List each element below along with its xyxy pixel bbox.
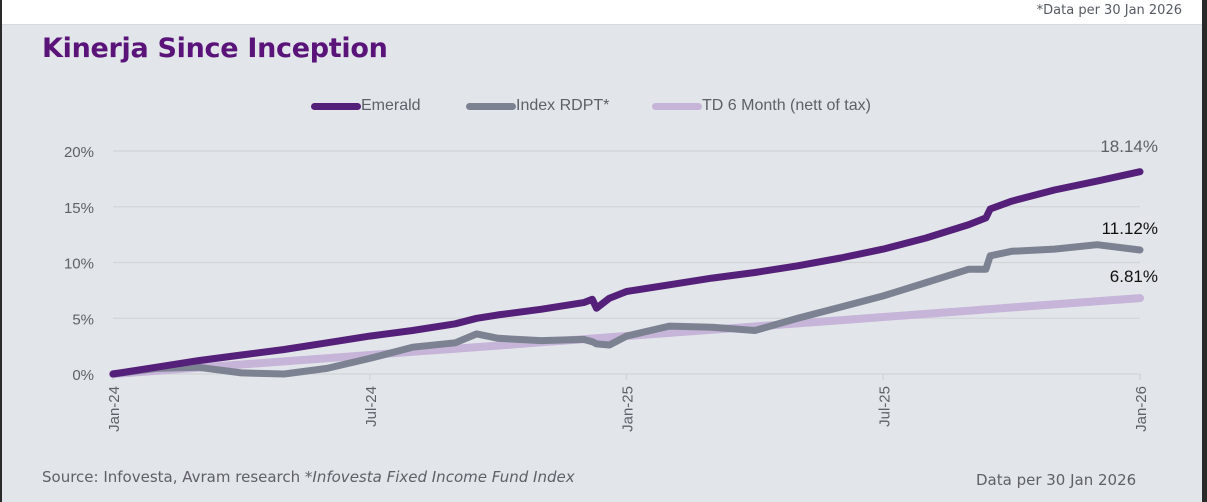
source-note: Source: Infovesta, Avram research *Infov… xyxy=(42,468,575,486)
chart-legend: Emerald Index RDPT* TD 6 Month (nett of … xyxy=(0,97,1207,119)
y-tick-label: 5% xyxy=(72,311,94,328)
source-index-note: *Infovesta Fixed Income Fund Index xyxy=(304,468,575,486)
end-value-label: 18.14% xyxy=(1100,137,1158,156)
legend-item-td: TD 6 Month (nett of tax) xyxy=(652,97,871,115)
y-axis-ticks: 0% 5% 10% 15% 20% xyxy=(64,144,94,384)
legend-swatch-emerald xyxy=(311,102,361,110)
window-edge-left xyxy=(0,0,2,502)
x-tick-label: Jul-25 xyxy=(876,386,893,427)
legend-label-td: TD 6 Month (nett of tax) xyxy=(702,97,871,114)
legend-item-index: Index RDPT* xyxy=(466,97,609,115)
y-tick-label: 15% xyxy=(64,200,94,217)
series-lines xyxy=(109,168,1144,378)
end-value-label: 6.81% xyxy=(1110,267,1158,286)
end-labels: 18.14% 11.12% 6.81% xyxy=(1100,137,1158,286)
legend-label-index: Index RDPT* xyxy=(516,97,610,114)
source-text: Source: Infovesta, Avram research xyxy=(42,468,305,486)
x-tick-label: Jan-24 xyxy=(106,386,123,432)
chart-title: Kinerja Since Inception xyxy=(42,33,388,64)
data-per-note: Data per 30 Jan 2026 xyxy=(976,471,1137,489)
y-tick-label: 20% xyxy=(64,144,94,161)
legend-swatch-td xyxy=(652,102,702,110)
window-edge-right xyxy=(1202,0,1207,502)
y-tick-label: 10% xyxy=(64,256,94,273)
series-line-td-6-month-nett-of-tax xyxy=(109,294,1144,378)
x-axis-ticks: Jan-24 Jul-24 Jan-25 Jul-25 Jan-26 xyxy=(106,374,1150,432)
legend-label-emerald: Emerald xyxy=(361,97,421,114)
top-strip: *Data per 30 Jan 2026 xyxy=(2,0,1202,25)
series-line-index-rdpt xyxy=(109,241,1144,378)
top-data-note: *Data per 30 Jan 2026 xyxy=(1036,3,1182,18)
x-tick-label: Jan-25 xyxy=(620,386,637,432)
legend-item-emerald: Emerald xyxy=(311,97,421,115)
chart-panel xyxy=(2,25,1202,502)
x-tick-label: Jan-26 xyxy=(1133,386,1150,432)
legend-swatch-index xyxy=(466,102,516,110)
y-tick-label: 0% xyxy=(72,367,94,384)
series-line-emerald xyxy=(109,168,1144,378)
end-value-label: 11.12% xyxy=(1102,219,1158,238)
x-tick-label: Jul-24 xyxy=(363,386,380,427)
